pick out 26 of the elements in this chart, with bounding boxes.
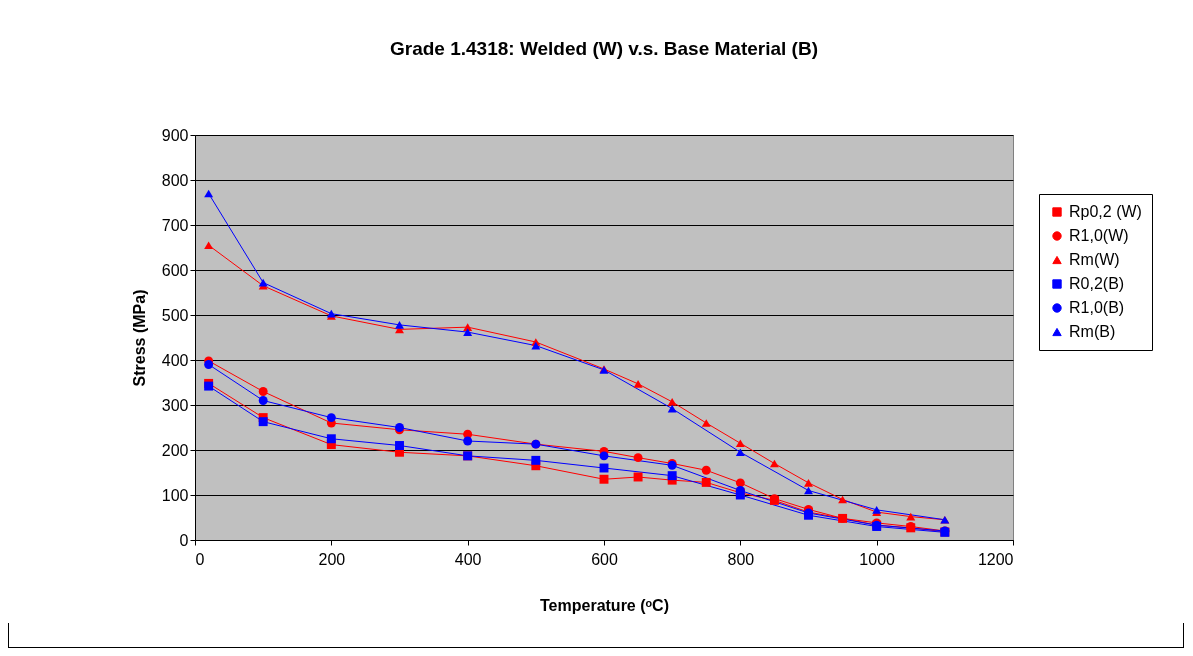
x-tick-label: 600	[591, 550, 618, 568]
legend-label: R1,0(B)	[1069, 299, 1125, 316]
x-tick-label: 0	[195, 550, 205, 568]
y-tick-label: 700	[161, 216, 189, 234]
chart-title: Grade 1.4318: Welded (W) v.s. Base Material (B)	[390, 38, 818, 59]
y-tick-label: 200	[161, 441, 189, 459]
x-tick-label: 1200	[977, 550, 1014, 568]
y-tick-label: 900	[161, 126, 189, 144]
legend-label: Rm(B)	[1069, 323, 1116, 340]
x-axis-title: Temperature (ᵒC)	[540, 596, 669, 614]
y-tick-label: 0	[179, 531, 189, 549]
y-tick-label: 400	[161, 351, 189, 369]
y-tick-label: 500	[161, 306, 189, 324]
y-axis-title: Stress (MPa)	[130, 289, 148, 387]
x-tick-label: 200	[318, 550, 346, 568]
y-tick-label: 100	[161, 486, 189, 504]
legend-label: Rp0,2 (W)	[1069, 203, 1142, 220]
legend-label: R0,2(B)	[1069, 275, 1125, 292]
x-tick-label: 1000	[859, 550, 896, 568]
legend-label: R1,0(W)	[1069, 227, 1129, 244]
y-tick-label: 800	[161, 171, 189, 189]
x-tick-label: 800	[727, 550, 755, 568]
legend-label: Rm(W)	[1069, 251, 1120, 268]
x-tick-label: 400	[454, 550, 482, 568]
y-tick-label: 600	[161, 261, 189, 279]
y-tick-label: 300	[161, 396, 189, 414]
